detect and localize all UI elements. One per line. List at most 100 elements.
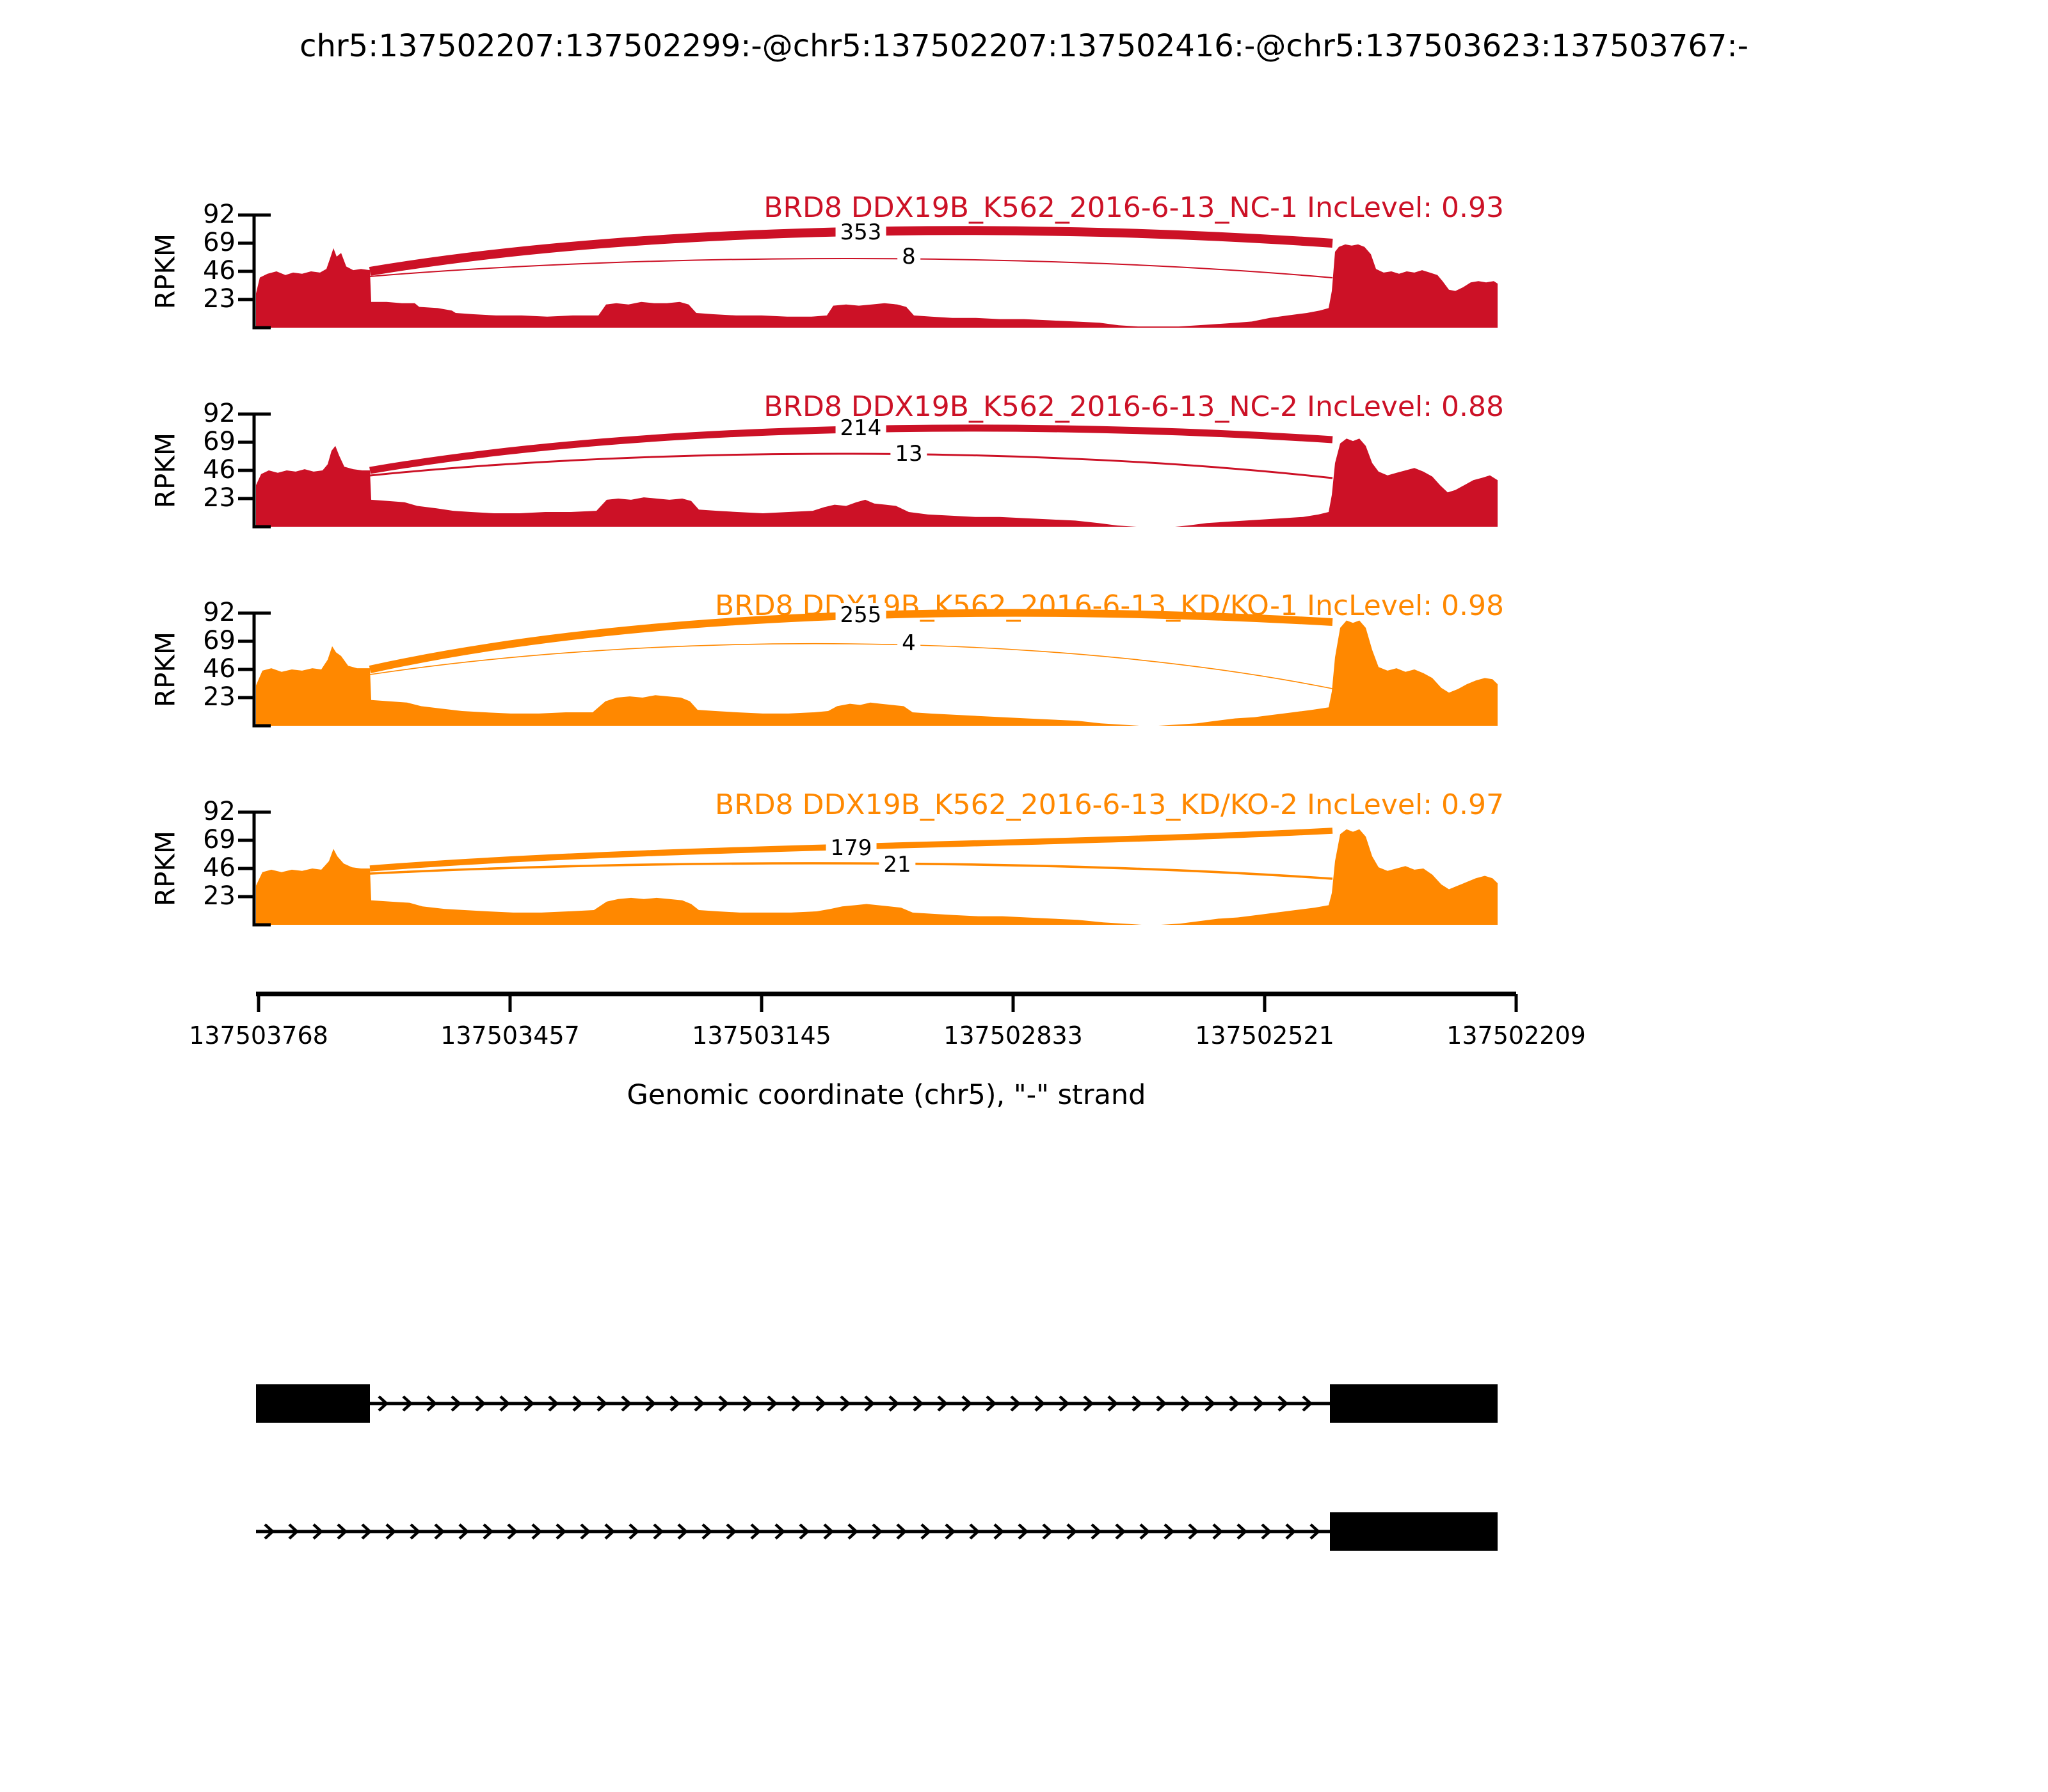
plot-title: chr5:137502207:137502299:-@chr5:13750220…	[300, 28, 1748, 64]
y-tick-label: 23	[203, 483, 236, 513]
intron-direction-arrow	[750, 1523, 762, 1540]
x-tick-label: 137503457	[440, 1021, 580, 1050]
intron-direction-arrow	[1156, 1395, 1167, 1412]
y-tick-label: 46	[203, 654, 236, 684]
intron-direction-arrow	[288, 1523, 300, 1540]
intron-direction-arrow	[1066, 1523, 1078, 1540]
intron-direction-arrow	[385, 1523, 397, 1540]
intron-direction-arrow	[896, 1523, 908, 1540]
intron-direction-arrow	[1018, 1523, 1029, 1540]
intron-direction-arrow	[840, 1395, 851, 1412]
y-tick-label: 46	[203, 455, 236, 484]
intron-direction-arrow	[1010, 1395, 1021, 1412]
intron-direction-arrow	[1253, 1395, 1265, 1412]
intron-direction-arrow	[1309, 1523, 1321, 1540]
coverage-area	[256, 829, 1498, 925]
junction-count: 353	[835, 220, 886, 246]
intron-direction-arrow	[888, 1395, 900, 1412]
intron-direction-arrow	[264, 1523, 275, 1540]
y-tick-label: 69	[203, 427, 236, 456]
intron-direction-arrow	[645, 1395, 657, 1412]
intron-direction-arrow	[1164, 1523, 1175, 1540]
coverage-area	[256, 438, 1498, 527]
intron-direction-arrow	[402, 1395, 413, 1412]
intron-direction-arrow	[791, 1395, 803, 1412]
intron-direction-arrow	[556, 1523, 567, 1540]
intron-direction-arrow	[580, 1523, 591, 1540]
intron-direction-arrow	[718, 1395, 730, 1412]
junction-arc	[369, 643, 1333, 689]
intron-direction-arrow	[426, 1395, 438, 1412]
intron-direction-arrow	[945, 1523, 956, 1540]
intron-direction-arrow	[742, 1395, 754, 1412]
intron-direction-arrow	[1285, 1523, 1297, 1540]
intron-direction-arrow	[815, 1395, 827, 1412]
track-title-kdko1: BRD8 DDX19B_K562_2016-6-13_KD/KO-1 IncLe…	[715, 589, 1504, 622]
intron-direction-arrow	[1236, 1523, 1248, 1540]
junction-count: 8	[897, 244, 920, 270]
y-tick-label: 69	[203, 825, 236, 854]
intron-direction-arrow	[604, 1523, 616, 1540]
intron-direction-arrow	[548, 1395, 559, 1412]
intron-direction-arrow	[312, 1523, 324, 1540]
x-tick-label: 137502833	[943, 1021, 1083, 1050]
intron-direction-arrow	[1180, 1395, 1192, 1412]
intron-direction-arrow	[701, 1523, 713, 1540]
y-tick-label: 92	[203, 399, 236, 428]
intron-direction-arrow	[694, 1395, 705, 1412]
junction-arc	[369, 862, 1333, 880]
intron-direction-arrow	[864, 1395, 876, 1412]
intron-direction-arrow	[1034, 1395, 1046, 1412]
intron-direction-arrow	[1302, 1395, 1313, 1412]
x-tick-label: 137503768	[189, 1021, 328, 1050]
intron-direction-arrow	[378, 1395, 389, 1412]
junction-count: 13	[890, 442, 927, 467]
intron-direction-arrow	[621, 1395, 632, 1412]
y-tick-label: 23	[203, 284, 236, 314]
x-tick-label: 137502209	[1446, 1021, 1586, 1050]
y-tick-label: 92	[203, 797, 236, 826]
intron-direction-arrow	[726, 1523, 737, 1540]
intron-direction-arrow	[1229, 1395, 1240, 1412]
junction-count: 179	[826, 836, 877, 861]
y-tick-label: 69	[203, 228, 236, 257]
track-title-nc1: BRD8 DDX19B_K562_2016-6-13_NC-1 IncLevel…	[764, 191, 1504, 224]
intron-direction-arrow	[572, 1395, 584, 1412]
intron-direction-arrow	[458, 1523, 470, 1540]
intron-direction-arrow	[1107, 1395, 1119, 1412]
intron-direction-arrow	[799, 1523, 810, 1540]
track-title-nc2: BRD8 DDX19B_K562_2016-6-13_NC-2 IncLevel…	[764, 390, 1504, 423]
intron-direction-arrow	[596, 1395, 608, 1412]
junction-arc	[369, 452, 1333, 479]
track-title-kdko2: BRD8 DDX19B_K562_2016-6-13_KD/KO-2 IncLe…	[715, 788, 1504, 821]
intron-direction-arrow	[961, 1395, 973, 1412]
intron-direction-arrow	[677, 1523, 689, 1540]
junction-count: 255	[835, 603, 886, 628]
intron-direction-arrow	[410, 1523, 421, 1540]
exon-box	[1330, 1384, 1498, 1423]
junction-count: 4	[897, 631, 920, 657]
x-axis-label: Genomic coordinate (chr5), "-" strand	[627, 1079, 1146, 1111]
intron-direction-arrow	[969, 1523, 980, 1540]
intron-direction-arrow	[1091, 1523, 1102, 1540]
intron-direction-arrow	[774, 1523, 786, 1540]
intron-direction-arrow	[920, 1523, 932, 1540]
intron-direction-arrow	[847, 1523, 859, 1540]
intron-direction-arrow	[1261, 1523, 1272, 1540]
y-tick-label: 69	[203, 626, 236, 655]
y-tick-label: 23	[203, 881, 236, 911]
intron-direction-arrow	[767, 1395, 778, 1412]
intron-direction-arrow	[451, 1395, 462, 1412]
intron-direction-arrow	[1042, 1523, 1053, 1540]
coverage-area	[256, 620, 1498, 726]
x-tick-label: 137502521	[1195, 1021, 1334, 1050]
intron-direction-arrow	[1277, 1395, 1289, 1412]
junction-arc	[369, 257, 1333, 278]
junction-count: 214	[835, 416, 886, 442]
intron-direction-arrow	[872, 1523, 883, 1540]
intron-direction-arrow	[1204, 1395, 1216, 1412]
exon-box	[1330, 1512, 1498, 1551]
intron-direction-arrow	[475, 1395, 486, 1412]
intron-direction-arrow	[361, 1523, 372, 1540]
